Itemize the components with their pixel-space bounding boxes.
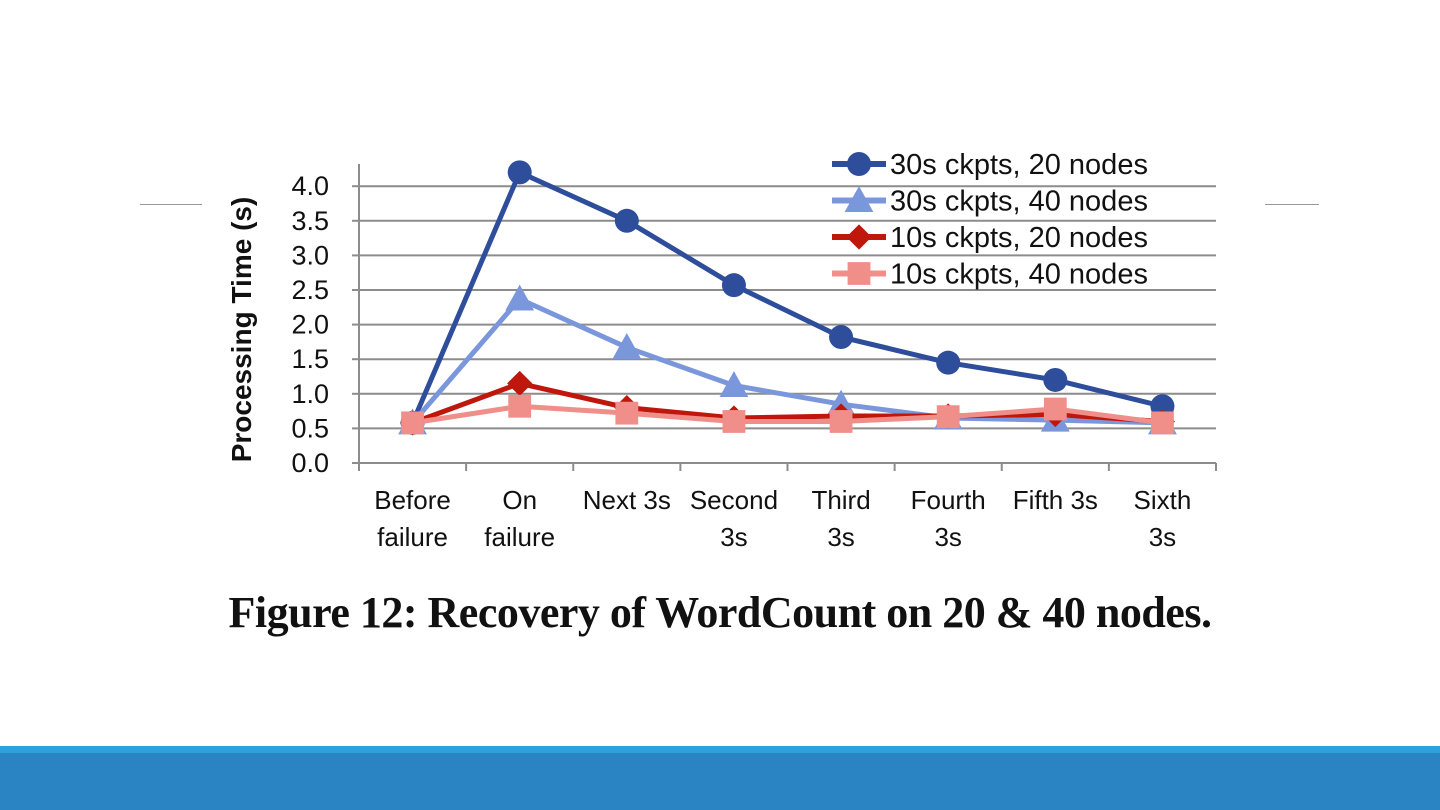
figure-caption: Figure 12: Recovery of WordCount on 20 &… bbox=[228, 588, 1212, 637]
y-tick-label: 1.5 bbox=[291, 344, 329, 374]
data-point bbox=[719, 371, 749, 398]
data-point bbox=[1043, 397, 1067, 421]
legend-marker bbox=[847, 152, 871, 176]
data-point bbox=[1151, 411, 1174, 435]
y-axis-title: Processing Time (s) bbox=[226, 197, 257, 463]
x-tick-label: Before bbox=[374, 485, 451, 515]
legend-marker bbox=[847, 262, 871, 285]
data-point bbox=[612, 333, 642, 359]
data-point bbox=[829, 410, 853, 433]
legend-label: 30s ckpts, 20 nodes bbox=[890, 149, 1148, 181]
series-line-1 bbox=[410, 169, 1164, 424]
data-point bbox=[936, 405, 960, 429]
decorative-rule-left bbox=[140, 204, 202, 205]
y-tick-label: 3.0 bbox=[291, 240, 329, 270]
y-tick-label: 0.5 bbox=[291, 413, 329, 443]
y-tick-label: 0.0 bbox=[291, 448, 329, 478]
x-tick-label: Sixth bbox=[1134, 485, 1192, 515]
data-point bbox=[505, 284, 535, 311]
data-point bbox=[614, 208, 639, 233]
legend-marker bbox=[844, 186, 874, 213]
data-point bbox=[829, 325, 854, 350]
x-tick-label: failure bbox=[484, 522, 555, 552]
x-tick-label: 3s bbox=[934, 522, 961, 552]
x-tick-label: 3s bbox=[827, 522, 854, 552]
series-line-2 bbox=[410, 296, 1163, 426]
x-tick-label: failure bbox=[377, 522, 448, 552]
data-point bbox=[1043, 367, 1068, 392]
data-point bbox=[507, 160, 532, 185]
x-tick-label: Third bbox=[811, 485, 870, 515]
data-point bbox=[401, 411, 424, 435]
data-point bbox=[721, 273, 746, 298]
footer-bar bbox=[0, 753, 1440, 810]
y-tick-label: 4.0 bbox=[291, 171, 329, 201]
y-tick-label: 2.5 bbox=[291, 275, 329, 305]
y-tick-label: 2.0 bbox=[291, 310, 329, 340]
legend-label: 10s ckpts, 40 nodes bbox=[890, 259, 1148, 291]
legend-label: 10s ckpts, 20 nodes bbox=[890, 222, 1148, 254]
data-point bbox=[615, 401, 639, 425]
series-line-3 bbox=[411, 380, 1163, 426]
x-tick-label: Fourth bbox=[911, 485, 986, 515]
x-tick-label: Second bbox=[690, 485, 778, 515]
y-tick-label: 1.0 bbox=[291, 379, 329, 409]
x-tick-label: Fifth 3s bbox=[1013, 485, 1098, 515]
x-tick-label: 3s bbox=[1149, 522, 1176, 552]
x-tick-label: Next 3s bbox=[583, 485, 671, 515]
data-point bbox=[507, 370, 533, 397]
footer-stripe bbox=[0, 746, 1440, 753]
y-tick-label: 3.5 bbox=[291, 206, 329, 236]
data-point bbox=[722, 410, 746, 433]
data-point bbox=[508, 394, 532, 418]
decorative-rule-right bbox=[1265, 204, 1319, 205]
legend-marker bbox=[846, 224, 872, 250]
x-tick-label: 3s bbox=[720, 522, 747, 552]
legend-label: 30s ckpts, 40 nodes bbox=[890, 186, 1148, 218]
line-chart: 0.0 0.5 1.0 1.5 2.0 2.5 3.0 3.5 4.0 Before failure… bbox=[226, 149, 1217, 552]
x-tick-label: On bbox=[502, 485, 537, 515]
series-line-4 bbox=[412, 403, 1163, 426]
data-point bbox=[826, 389, 856, 416]
data-point bbox=[936, 350, 961, 375]
